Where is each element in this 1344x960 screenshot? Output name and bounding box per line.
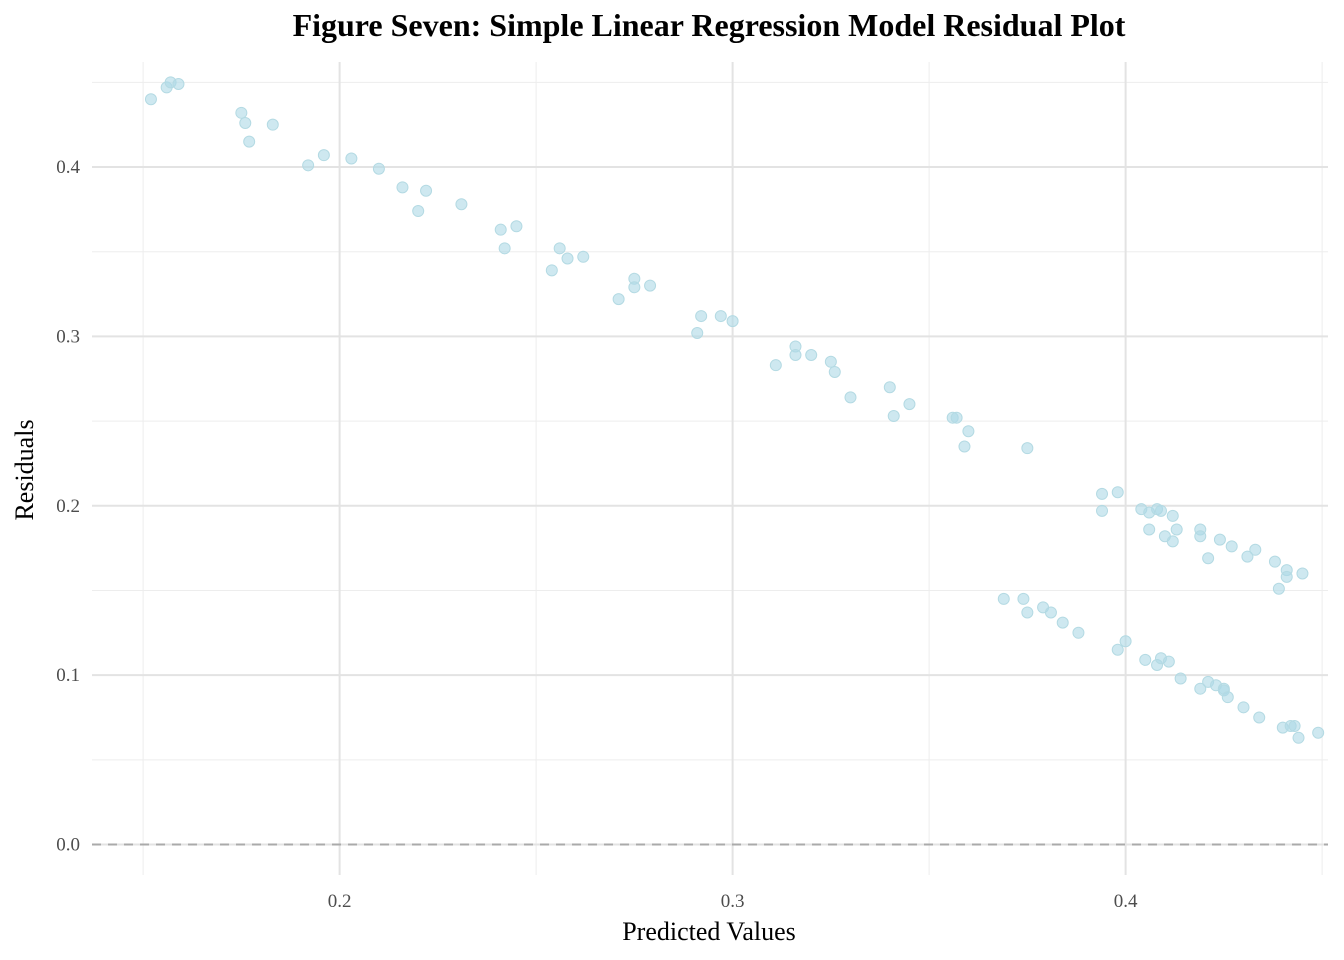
data-point [345, 152, 358, 165]
data-point [235, 106, 248, 119]
data-point [1241, 550, 1254, 563]
data-point [1292, 731, 1305, 744]
data-point [1170, 523, 1183, 536]
data-point [1111, 643, 1124, 656]
data-point [958, 440, 971, 453]
data-point [1296, 567, 1309, 580]
y-tick-label: 0.2 [56, 496, 80, 517]
x-tick-label: 0.3 [721, 891, 745, 912]
data-point [903, 398, 916, 411]
data-point [1111, 486, 1124, 499]
data-point [1288, 719, 1301, 732]
data-point [1166, 509, 1179, 522]
data-point [883, 381, 896, 394]
data-point [1225, 540, 1238, 553]
data-point [372, 162, 385, 175]
data-point [553, 242, 566, 255]
x-tick-label: 0.4 [1114, 891, 1138, 912]
data-point [498, 242, 511, 255]
data-point [1119, 635, 1132, 648]
data-point [844, 391, 857, 404]
y-tick-label: 0.3 [56, 326, 80, 347]
x-axis-ticks: 0.2 0.3 0.4 [328, 891, 1138, 912]
data-point [1202, 552, 1215, 565]
data-point [1017, 592, 1030, 605]
y-axis-ticks: 0.0 0.1 0.2 0.3 0.4 [56, 157, 80, 856]
data-point [1268, 555, 1281, 568]
data-point [1072, 626, 1085, 639]
data-points [144, 76, 1325, 744]
data-point [1194, 530, 1207, 543]
data-point [577, 250, 590, 263]
data-point [1166, 535, 1179, 548]
data-point [172, 78, 185, 91]
plot-gridlines [92, 62, 1328, 875]
data-point [714, 310, 727, 323]
y-axis-title: Residuals [10, 419, 39, 520]
data-point [412, 205, 425, 218]
data-point [1280, 570, 1293, 583]
data-point [962, 425, 975, 438]
data-point [1253, 711, 1266, 724]
data-point [1021, 442, 1034, 455]
data-point [824, 355, 837, 368]
data-point [1174, 672, 1187, 685]
data-point [950, 411, 963, 424]
data-point [1139, 653, 1152, 666]
data-point [561, 252, 574, 265]
data-point [302, 159, 315, 172]
data-point [1056, 616, 1069, 629]
data-point [644, 279, 657, 292]
data-point [691, 327, 704, 339]
data-point [455, 198, 468, 211]
y-tick-label: 0.4 [56, 157, 80, 178]
data-point [1154, 504, 1167, 517]
data-point [612, 293, 625, 306]
data-point [997, 592, 1010, 605]
y-tick-label: 0.0 [56, 835, 80, 856]
data-point [510, 220, 523, 233]
data-point [545, 264, 558, 277]
data-point [144, 93, 157, 106]
x-axis-title: Predicted Values [622, 917, 796, 946]
data-point [420, 184, 433, 197]
data-point [1221, 691, 1234, 704]
data-point [1249, 543, 1262, 556]
data-point [396, 181, 409, 194]
data-point [628, 281, 641, 294]
data-point [1096, 504, 1109, 517]
data-point [1096, 487, 1109, 500]
chart-title: Figure Seven: Simple Linear Regression M… [293, 7, 1126, 43]
data-point [1021, 606, 1034, 619]
data-point [1044, 606, 1057, 619]
data-point [1162, 655, 1175, 668]
data-point [1194, 682, 1207, 695]
data-point [494, 223, 507, 236]
data-point [726, 315, 739, 328]
data-point [1143, 523, 1156, 536]
data-point [1272, 582, 1285, 595]
y-tick-label: 0.1 [56, 665, 80, 686]
data-point [266, 118, 279, 131]
data-point [1213, 533, 1226, 546]
data-point [239, 116, 252, 129]
data-point [243, 135, 256, 148]
data-point [317, 149, 330, 162]
data-point [887, 409, 900, 422]
data-point [805, 349, 818, 362]
x-tick-label: 0.2 [328, 891, 352, 912]
data-point [789, 349, 802, 362]
data-point [1312, 726, 1325, 739]
data-point [1237, 701, 1250, 714]
data-point [695, 310, 708, 323]
data-point [769, 359, 782, 372]
data-point [828, 365, 841, 378]
